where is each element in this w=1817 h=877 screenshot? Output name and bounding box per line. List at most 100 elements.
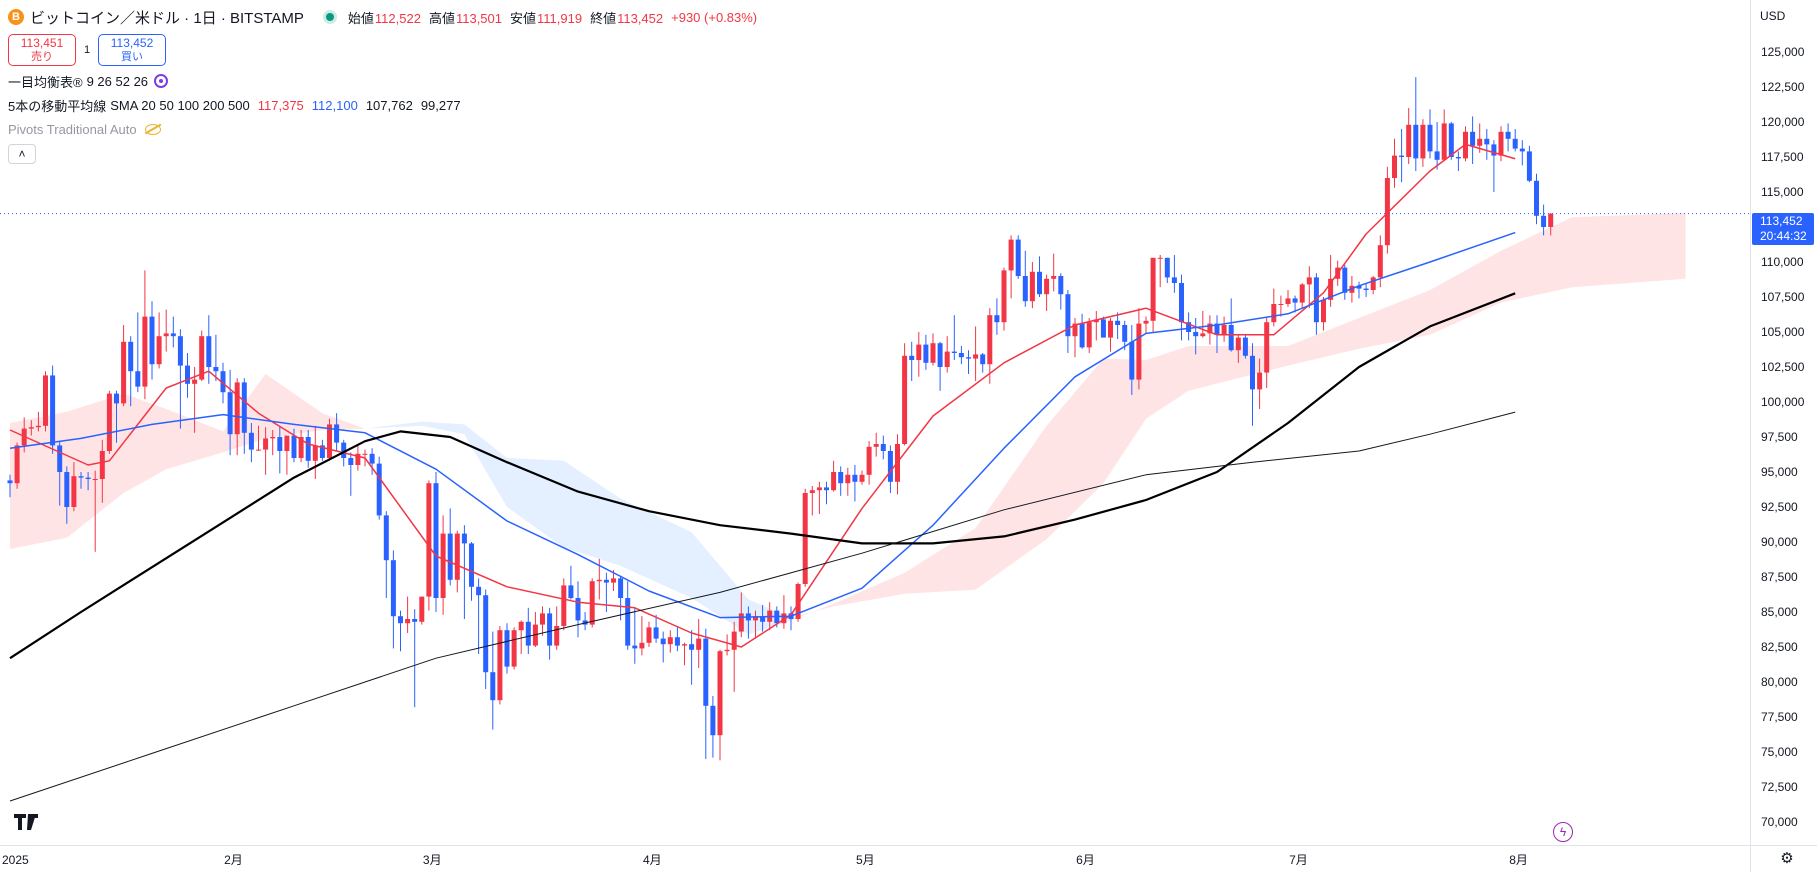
ichimoku-cloud-bull xyxy=(10,374,365,549)
candle-body xyxy=(1250,355,1255,390)
symbol-row: B ビットコイン／米ドル · 1日 · BITSTAMP 始値112,522 高… xyxy=(8,6,757,28)
indicator-sma[interactable]: 5本の移動平均線 SMA 20 50 100 200 500 117,375 1… xyxy=(8,96,757,114)
candle-body xyxy=(909,355,915,360)
candle-body xyxy=(1022,276,1028,302)
candle-body xyxy=(327,424,332,458)
candle-body xyxy=(731,631,737,650)
currency-selector[interactable]: USD xyxy=(1754,4,1812,28)
candle-body xyxy=(1186,322,1192,332)
sync-icon[interactable] xyxy=(154,74,169,88)
open-label: 始値 xyxy=(347,10,374,26)
candle-body xyxy=(1008,239,1014,271)
candle-body xyxy=(845,474,851,484)
candle-body xyxy=(490,672,496,701)
candle-body xyxy=(511,630,517,667)
candle-body xyxy=(653,627,659,639)
time-axis[interactable]: 2025 2月 3月 4月 5月 6月 7月 8月 xyxy=(0,845,1750,872)
candle-body xyxy=(1271,304,1277,323)
candle-body xyxy=(1044,278,1050,295)
sell-button[interactable]: 113,451 売り xyxy=(8,34,76,66)
candle-body xyxy=(795,584,801,619)
symbol-title[interactable]: ビットコイン／米ドル · 1日 · BITSTAMP xyxy=(30,9,304,27)
candle-body xyxy=(440,533,446,598)
sma-value-2: 112,100 xyxy=(311,97,358,113)
price-tick-label: 70,000 xyxy=(1761,815,1798,829)
candle-body xyxy=(1406,124,1412,157)
hidden-eye-icon[interactable] xyxy=(144,123,161,135)
candle-body xyxy=(618,578,624,598)
time-tick-label: 4月 xyxy=(643,853,662,867)
candle-body xyxy=(547,613,553,646)
ichimoku-cloud-bear xyxy=(365,421,791,635)
candle-body xyxy=(1072,323,1078,337)
candle-body xyxy=(980,354,986,365)
candle-body xyxy=(1377,245,1383,278)
sma-name: 5本の移動平均線 xyxy=(8,98,107,114)
chart-legend: B ビットコイン／米ドル · 1日 · BITSTAMP 始値112,522 高… xyxy=(8,6,757,164)
candle-body xyxy=(1065,294,1071,337)
candle-body xyxy=(1015,239,1021,276)
candle-body xyxy=(405,619,411,624)
candle-body xyxy=(1285,298,1291,304)
candle-body xyxy=(298,437,304,458)
candle-body xyxy=(1079,323,1085,348)
buy-button[interactable]: 113,452 買い xyxy=(98,34,166,66)
candle-body xyxy=(1264,322,1270,373)
chart-canvas[interactable] xyxy=(0,0,1750,845)
candle-body xyxy=(270,437,276,439)
ichimoku-cloud xyxy=(10,213,1686,635)
settings-gear-icon[interactable]: ⚙ xyxy=(1780,850,1794,867)
price-tick-label: 102,500 xyxy=(1761,360,1805,374)
spread-value: 1 xyxy=(83,44,91,56)
close-label: 終値 xyxy=(590,10,617,26)
collapse-legend-button[interactable]: ˄ xyxy=(8,144,36,164)
price-axis[interactable]: 125,000122,500120,000117,500115,000112,5… xyxy=(1750,0,1817,845)
candle-body xyxy=(1051,276,1057,279)
candle-body xyxy=(1328,278,1334,300)
candle-body xyxy=(1129,341,1135,380)
sma-50-line xyxy=(9,231,1516,619)
candle-body xyxy=(1221,325,1227,335)
ohlc-close: 終値113,452 xyxy=(590,8,663,27)
high-label: 高値 xyxy=(428,10,455,26)
candle-body xyxy=(1200,333,1206,337)
indicator-pivots[interactable]: Pivots Traditional Auto xyxy=(8,120,757,138)
candle-body xyxy=(873,444,879,447)
ohlc-open: 始値112,522 xyxy=(348,8,421,27)
market-open-indicator-icon xyxy=(325,13,334,21)
candle-body xyxy=(1526,151,1532,181)
candle-body xyxy=(192,379,198,384)
candle-body xyxy=(1448,123,1454,157)
candle-body xyxy=(319,445,325,458)
price-tick-label: 97,500 xyxy=(1761,430,1798,444)
candlestick-chart[interactable] xyxy=(0,0,1750,845)
candle-body xyxy=(1427,124,1433,152)
candle-body xyxy=(689,644,695,650)
sell-price: 113,451 xyxy=(20,36,64,50)
candle-body xyxy=(831,472,837,491)
candle-body xyxy=(369,453,375,464)
candle-body xyxy=(206,336,212,367)
candle-body xyxy=(802,493,808,584)
candle-body xyxy=(859,474,865,482)
ichimoku-cloud-bull xyxy=(791,213,1686,621)
tradingview-logo-icon[interactable] xyxy=(14,812,50,830)
price-tick-label: 92,500 xyxy=(1761,500,1798,514)
candle-body xyxy=(277,437,283,451)
indicator-ichimoku[interactable]: 一目均衡表® 9 26 52 26 xyxy=(8,72,757,90)
candle-body xyxy=(1086,322,1092,348)
price-tick-label: 90,000 xyxy=(1761,535,1798,549)
candle-body xyxy=(504,630,510,667)
ichimoku-name: 一目均衡表® xyxy=(8,74,83,90)
candle-body xyxy=(1399,155,1405,157)
candle-body xyxy=(57,445,63,472)
price-tick-label: 75,000 xyxy=(1761,745,1798,759)
lightning-icon[interactable]: ϟ xyxy=(1553,822,1573,842)
candle-body xyxy=(632,645,638,649)
price-change: +930 (+0.83%) xyxy=(671,9,758,25)
sell-label: 売り xyxy=(31,51,53,63)
time-tick-label: 7月 xyxy=(1289,853,1308,867)
candle-body xyxy=(660,638,666,645)
countdown-value: 20:44:32 xyxy=(1760,229,1807,243)
candle-body xyxy=(263,438,269,450)
